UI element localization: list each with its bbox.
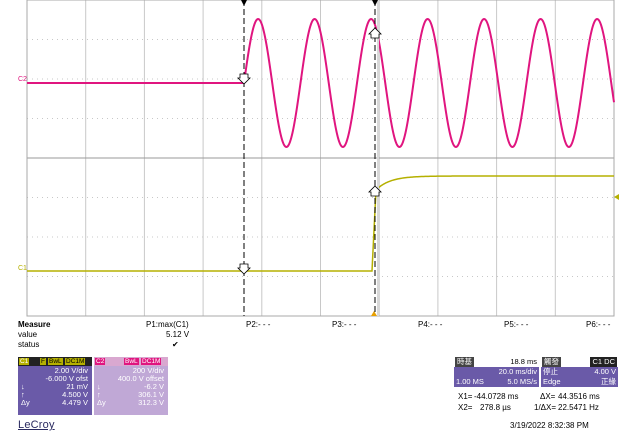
c2-name: C2 — [95, 358, 106, 365]
c2-tag-bwl: BwL — [124, 358, 139, 365]
timebase-trigger-panel[interactable]: 時基 18.8 ms 20.0 ms/div 1.00 MS 5.0 MS/s … — [454, 357, 618, 387]
c1-tag-f: F — [40, 358, 46, 365]
p2-label[interactable]: P2:- - - — [246, 320, 271, 329]
c1-panel-header: C1 F BwL DC1M — [18, 357, 92, 366]
timebase-samples: 1.00 MS — [456, 377, 484, 386]
c1-offset: -6.000 V ofst — [45, 374, 88, 383]
c1-waveform — [27, 175, 614, 272]
cursor-arrow-c1-x1 — [237, 263, 251, 275]
x1-value: -44.0728 ms — [474, 392, 519, 401]
c2-cursor-up: 306.1 V — [138, 390, 164, 399]
c1-cursor-up-symbol: ↑ — [21, 390, 25, 399]
cursor-arrow-c1-x2 — [368, 185, 382, 197]
c1-delta-symbol: Δy — [21, 398, 30, 407]
measure-table: Measure value status P1:max(C1) 5.12 V ✔… — [18, 320, 618, 360]
x2-value: 278.8 µs — [480, 403, 511, 412]
c1-panel-body: 2.00 V/div -6.000 V ofst ↓ 21 mV ↑ 4.500… — [18, 366, 92, 415]
inv-dx-value: 22.5471 Hz — [558, 403, 599, 412]
c1-cursor-up: 4.500 V — [62, 390, 88, 399]
c1-name: C1 — [19, 358, 30, 365]
c1-tag-bwl: BwL — [48, 358, 63, 365]
timebase-tdiv: 20.0 ms/div — [498, 367, 537, 376]
timebase-label: 時基 — [455, 357, 474, 367]
p6-label[interactable]: P6:- - - — [586, 320, 611, 329]
trigger-label: 觸發 — [542, 357, 561, 367]
trigger-block[interactable]: 觸發 C1 DC 停止 4.00 V Edge 正緣 — [541, 357, 618, 387]
c2-delta: 312.3 V — [138, 398, 164, 407]
trigger-mode: 停止 — [543, 367, 558, 376]
cursor-x2-top-marker — [372, 0, 378, 6]
trigger-source: C1 DC — [590, 357, 617, 367]
trigger-position-marker[interactable] — [371, 311, 377, 316]
timebase-header: 時基 18.8 ms — [454, 357, 539, 367]
inv-dx-label: 1/ΔX= — [534, 403, 557, 412]
waveform-display[interactable] — [0, 0, 625, 318]
c1-trace — [27, 175, 614, 272]
trigger-type: Edge — [543, 377, 561, 386]
p5-label[interactable]: P5:- - - — [504, 320, 529, 329]
p1-status: ✔ — [172, 340, 179, 349]
p1-value: 5.12 V — [166, 330, 190, 339]
c2-offset: 400.0 V offset — [117, 374, 164, 383]
c2-trace — [27, 17, 615, 149]
x2-label: X2= — [458, 403, 473, 412]
c1-cursor-down: 21 mV — [66, 382, 88, 391]
c2-waveform — [27, 17, 615, 149]
graticule-border — [26, 0, 615, 317]
x1-label: X1= — [458, 392, 473, 401]
c1-trace-label: C1 — [18, 265, 27, 272]
cursor-lines[interactable] — [237, 0, 382, 316]
cursor-arrow-c2-x1 — [237, 73, 251, 85]
trigger-header: 觸發 C1 DC — [541, 357, 618, 367]
timebase-block[interactable]: 時基 18.8 ms 20.0 ms/div 1.00 MS 5.0 MS/s — [454, 357, 539, 387]
c2-panel-header: C2 BwL DC1M — [94, 357, 168, 366]
c2-panel-body: 200 V/div 400.0 V offset ↓ -6.2 V ↑ 306.… — [94, 366, 168, 415]
c2-cursor-down-symbol: ↓ — [97, 382, 101, 391]
c1-tag-coupling: DC1M — [65, 358, 86, 365]
cursor-x1-top-marker — [241, 0, 247, 6]
c1-channel-panel[interactable]: C1 F BwL DC1M 2.00 V/div -6.000 V ofst ↓… — [18, 357, 92, 415]
trigger-level-marker[interactable] — [614, 194, 619, 200]
c2-channel-panel[interactable]: C2 BwL DC1M 200 V/div 400.0 V offset ↓ -… — [94, 357, 168, 415]
p3-label[interactable]: P3:- - - — [332, 320, 357, 329]
timebase-rate: 5.0 MS/s — [507, 377, 537, 386]
cursor-arrow-c2-x2 — [368, 27, 382, 39]
c2-vdiv: 200 V/div — [132, 366, 164, 375]
c2-cursor-down: -6.2 V — [143, 382, 164, 391]
measure-row-status: status — [18, 340, 40, 349]
c2-delta-symbol: Δy — [97, 398, 106, 407]
dx-value: 44.3516 ms — [558, 392, 600, 401]
timebase-delay: 18.8 ms — [510, 357, 537, 366]
c2-tag-coupling: DC1M — [141, 358, 162, 365]
p1-label[interactable]: P1:max(C1) — [146, 320, 189, 329]
c2-cursor-up-symbol: ↑ — [97, 390, 101, 399]
timestamp: 3/19/2022 8:32:38 PM — [510, 421, 589, 430]
dx-label: ΔX= — [540, 392, 556, 401]
trigger-level: 4.00 V — [594, 367, 616, 376]
trigger-slope: 正緣 — [601, 377, 616, 386]
c1-delta: 4.479 V — [62, 398, 88, 407]
lecroy-logo: LeCroy — [18, 419, 55, 431]
p4-label[interactable]: P4:- - - — [418, 320, 443, 329]
measure-row-value: value — [18, 330, 38, 339]
measure-header: Measure — [18, 320, 51, 329]
c1-vdiv: 2.00 V/div — [54, 366, 88, 375]
graticule — [26, 0, 615, 317]
c2-trace-label: C2 — [18, 76, 27, 83]
c1-cursor-down-symbol: ↓ — [21, 382, 25, 391]
